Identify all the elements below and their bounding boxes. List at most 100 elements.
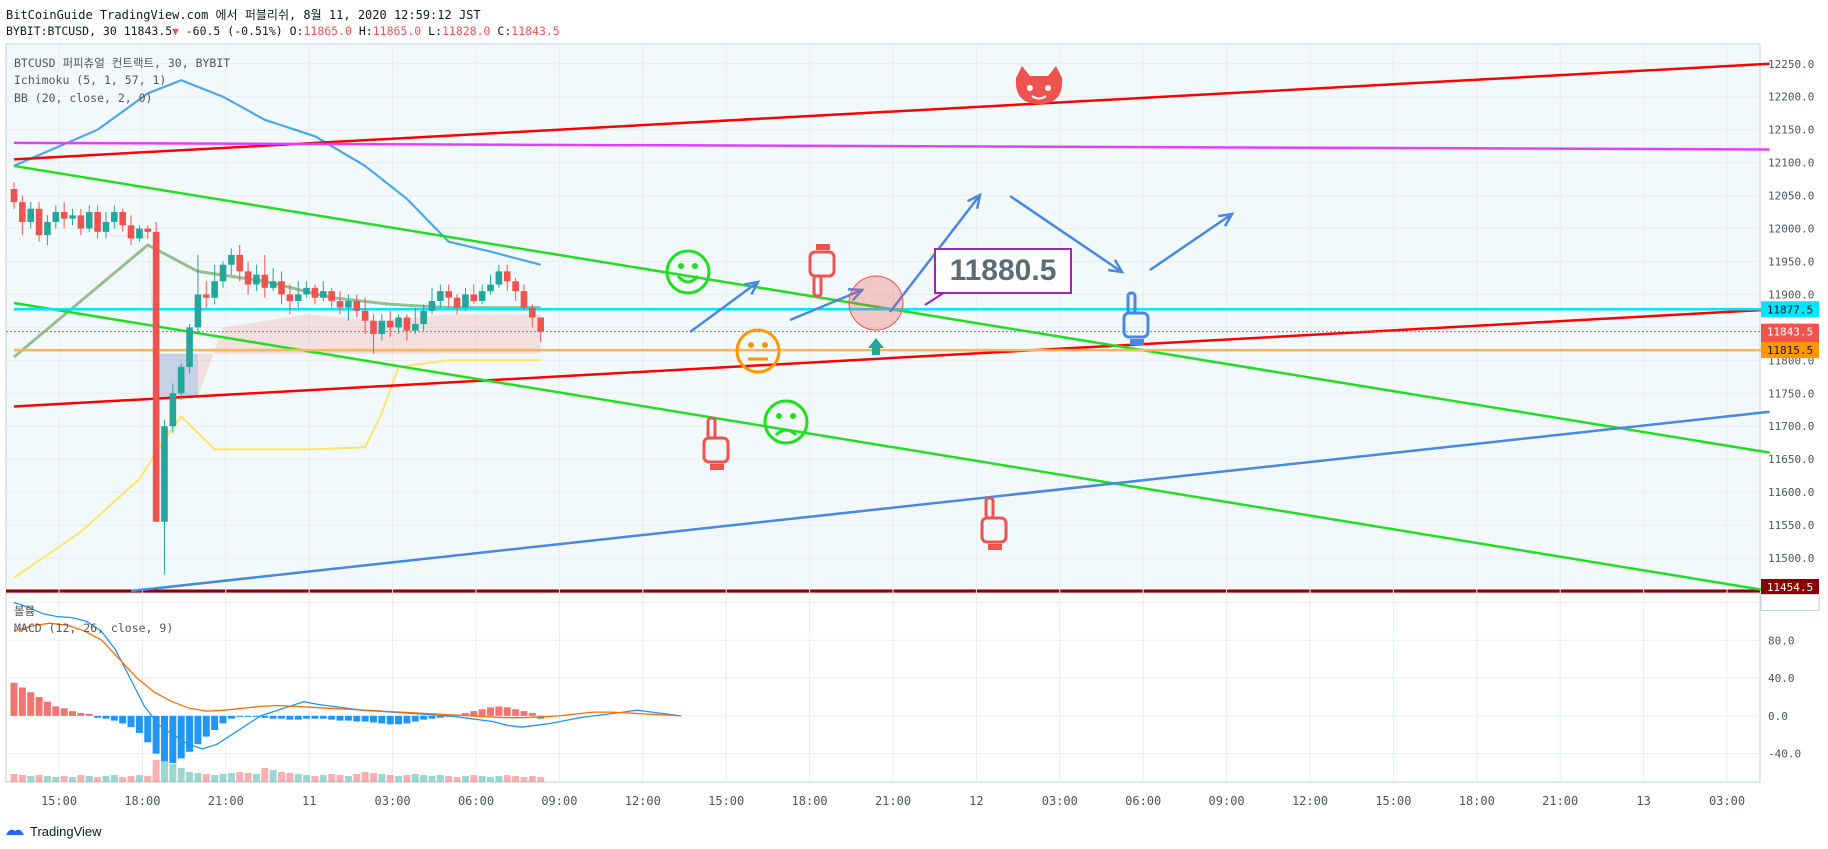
- open-label: O:: [289, 24, 304, 38]
- macd-line: [13, 601, 682, 750]
- price-target-callout: 11880.5: [934, 248, 1072, 294]
- volume-bar: [186, 772, 194, 782]
- legend-symbol[interactable]: BTCUSD 퍼피츄얼 컨트랙트, 30, BYBIT: [14, 56, 231, 70]
- macd-histogram-bar: [461, 713, 469, 716]
- y-tick-label: 11950.0: [1768, 255, 1814, 268]
- volume-bar: [10, 774, 18, 782]
- down-triangle-icon: ▼: [172, 25, 179, 38]
- macd-histogram-bar: [169, 715, 177, 764]
- volume-bar: [194, 773, 202, 782]
- x-tick-label: 18:00: [124, 794, 160, 808]
- candle: [411, 324, 419, 331]
- macd-histogram-bar: [186, 715, 194, 752]
- candle: [194, 294, 202, 328]
- projection-arrow-head: [1217, 212, 1235, 227]
- up-arrow-marker-icon: [868, 338, 884, 355]
- y-tick-label: 12250.0: [1768, 58, 1814, 71]
- macd-histogram-bar: [52, 706, 60, 716]
- volume-bar: [286, 773, 294, 782]
- candle: [529, 307, 536, 318]
- signal-line: [13, 622, 682, 719]
- candle: [537, 317, 544, 332]
- macd-histogram-bar: [102, 715, 110, 719]
- cat-face-icon: [1015, 66, 1063, 104]
- candle: [470, 294, 478, 302]
- macd-histogram-bar: [294, 715, 302, 720]
- price-badge: [1761, 323, 1819, 340]
- x-tick-label: 06:00: [1125, 794, 1161, 808]
- trendline-blue-support: [130, 410, 1770, 593]
- candle: [127, 225, 135, 239]
- volume-bar: [219, 774, 227, 782]
- x-tick-label: 03:00: [1042, 794, 1078, 808]
- candle: [520, 291, 528, 308]
- price-badge-label: 11843.5: [1767, 326, 1813, 339]
- candle: [286, 294, 294, 302]
- candle: [186, 327, 193, 367]
- volume-bar: [344, 776, 352, 782]
- volume-bar: [35, 775, 43, 782]
- macd-histogram-bar: [85, 713, 93, 716]
- x-tick-label: 12: [969, 794, 983, 808]
- volume-bar: [177, 768, 185, 782]
- volume-bar: [85, 776, 93, 782]
- macd-histogram-bar: [144, 715, 152, 743]
- macd-histogram-bar: [369, 715, 377, 723]
- candle: [336, 301, 344, 308]
- y-tick-label: 11900.0: [1768, 288, 1814, 301]
- macd-histogram-bar: [110, 715, 118, 721]
- price-badge: [1761, 301, 1819, 318]
- volume-bar: [328, 774, 336, 782]
- candle: [119, 212, 126, 226]
- macd-y-tick-label: 40.0: [1768, 672, 1795, 685]
- macd-histogram-bar: [395, 715, 403, 725]
- price-badge: [1761, 579, 1819, 595]
- macd-histogram-bar: [252, 715, 260, 717]
- smiley-happy-icon: [665, 249, 711, 295]
- pointing-down-hand-icon: [808, 244, 836, 298]
- macd-y-tick-label: 80.0: [1768, 634, 1795, 647]
- volume-bar: [211, 775, 219, 782]
- projection-arrow: [689, 280, 759, 334]
- candle: [403, 317, 411, 331]
- candle: [94, 212, 101, 232]
- volume-bar: [261, 768, 269, 782]
- volume-bar: [420, 775, 428, 782]
- macd-histogram-bar: [227, 715, 235, 719]
- volume-bar: [336, 775, 344, 782]
- close-label: C:: [497, 24, 512, 38]
- macd-histogram-bar: [319, 715, 327, 719]
- ohlc-readout: BYBIT:BTCUSD, 30 11843.5▼ -60.5 (-0.51%)…: [6, 24, 560, 38]
- legend-ichimoku[interactable]: Ichimoku (5, 1, 57, 1): [14, 73, 167, 87]
- candle: [177, 366, 185, 394]
- price-badge-label: 11815.5: [1767, 344, 1813, 357]
- candle: [10, 188, 18, 203]
- volume-bar: [278, 772, 286, 782]
- volume-bar: [227, 773, 235, 782]
- callout-pointer: [924, 291, 946, 306]
- candle: [44, 221, 51, 236]
- legend-bb[interactable]: BB (20, close, 2, 0): [14, 91, 153, 105]
- volume-bar: [160, 760, 168, 782]
- macd-histogram-bar: [278, 715, 286, 719]
- macd-histogram-bar: [336, 715, 344, 721]
- candle: [353, 301, 361, 311]
- candle: [202, 294, 210, 298]
- candle: [428, 301, 436, 311]
- low-label: L:: [428, 24, 442, 38]
- legend-macd[interactable]: MACD (12, 26, close, 9): [14, 621, 174, 635]
- candle: [269, 281, 277, 288]
- volume-bar: [436, 775, 444, 782]
- ichimoku-cloud: [14, 235, 541, 397]
- volume-bar: [236, 772, 244, 782]
- macd-histogram-bar: [386, 715, 394, 725]
- macd-histogram-bar: [428, 715, 436, 719]
- legend-volume[interactable]: 볼륨: [14, 604, 36, 618]
- x-tick-label: 11: [302, 794, 316, 808]
- footer-brand[interactable]: TradingView: [4, 824, 102, 839]
- candle: [478, 291, 486, 302]
- macd-pane: [5, 592, 1761, 783]
- projection-arrow-head: [966, 192, 982, 209]
- candle: [303, 287, 310, 295]
